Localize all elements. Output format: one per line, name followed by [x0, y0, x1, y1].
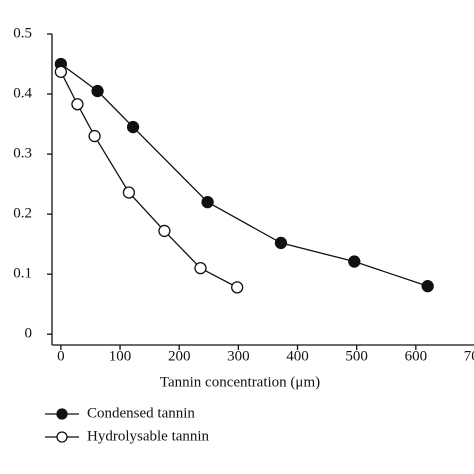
marker: [71, 98, 84, 111]
legend-label: Condensed tannin: [87, 405, 195, 421]
x-tick-label: 600: [405, 348, 428, 364]
legend-label: Hydrolysable tannin: [87, 428, 210, 444]
marker: [201, 195, 214, 209]
x-axis-label: Tannin concentration (μm): [160, 374, 320, 390]
marker: [88, 129, 101, 143]
y-tick-label: 0.5: [13, 25, 32, 41]
marker: [54, 65, 68, 78]
series-line: [60, 63, 428, 287]
legend-marker: [56, 408, 68, 420]
marker: [348, 255, 361, 268]
x-tick-label: 700: [464, 348, 474, 364]
x-tick-label: 400: [286, 348, 309, 364]
y-tick-label: 0: [25, 326, 33, 342]
legend-marker: [56, 431, 68, 443]
marker: [91, 84, 104, 98]
series-line: [60, 71, 238, 288]
y-tick-label: 0.3: [13, 146, 32, 162]
x-tick-label: 200: [168, 348, 191, 364]
marker: [122, 186, 136, 199]
y-tick-label: 0.1: [13, 266, 32, 282]
x-tick-label: 100: [109, 348, 132, 364]
marker: [231, 281, 244, 294]
marker: [126, 120, 140, 134]
y-tick-label: 0.2: [13, 206, 32, 222]
marker: [274, 236, 288, 250]
marker: [158, 224, 171, 238]
x-tick-label: 500: [345, 348, 368, 364]
x-tick-label: 300: [227, 348, 250, 364]
y-tick-label: 0.4: [13, 85, 32, 101]
marker: [421, 280, 434, 293]
x-tick-label: 0: [57, 348, 65, 364]
marker: [194, 262, 207, 275]
